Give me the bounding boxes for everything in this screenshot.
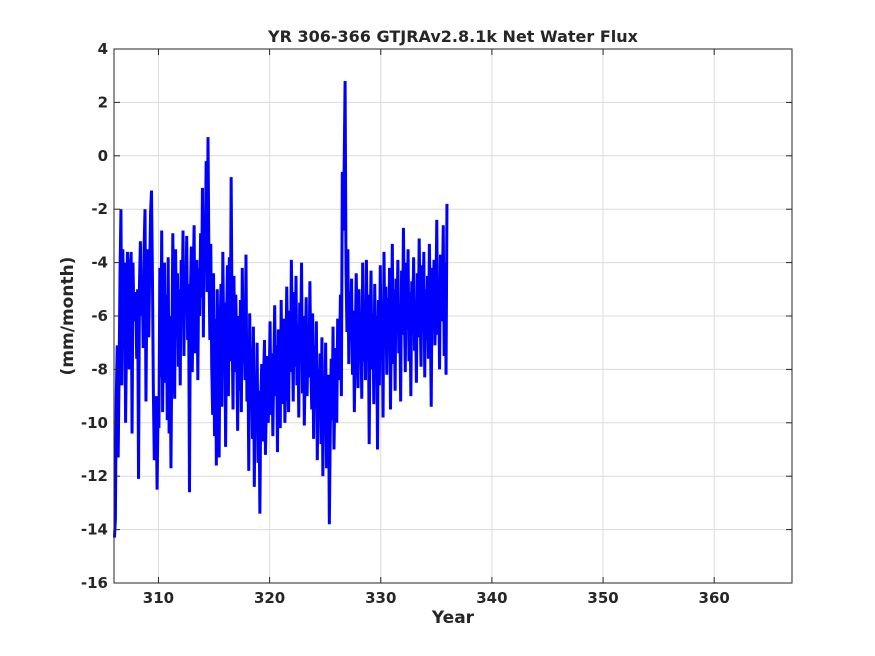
y-tick-label: 0 [98, 147, 108, 165]
y-tick-label: 4 [98, 40, 108, 58]
y-tick-label: -16 [81, 574, 108, 592]
chart-title: YR 306-366 GTJRAv2.8.1k Net Water Flux [267, 27, 639, 46]
y-tick-label: -6 [91, 307, 108, 325]
y-tick-label: 2 [98, 93, 108, 111]
x-tick-label: 320 [254, 589, 285, 607]
series-layer [112, 81, 449, 538]
x-axis-ticks: 310 320 330 340 350 360 [143, 49, 730, 607]
x-axis-label: Year [431, 608, 475, 628]
y-tick-label: -10 [81, 414, 108, 432]
y-tick-label: -4 [91, 254, 108, 272]
y-tick-label: -14 [81, 521, 108, 539]
x-tick-label: 310 [143, 589, 174, 607]
y-tick-label: -8 [91, 360, 108, 378]
x-tick-label: 330 [365, 589, 396, 607]
x-tick-label: 350 [587, 589, 618, 607]
y-axis-ticks: -16 -14 -12 -10 -8 -6 -4 -2 0 2 4 [81, 40, 792, 592]
y-axis-label: (mm/month) [58, 257, 78, 376]
y-tick-label: -2 [91, 200, 108, 218]
y-tick-label: -12 [81, 467, 108, 485]
x-tick-label: 360 [699, 589, 730, 607]
series-line-0 [112, 81, 449, 538]
x-tick-label: 340 [476, 589, 507, 607]
